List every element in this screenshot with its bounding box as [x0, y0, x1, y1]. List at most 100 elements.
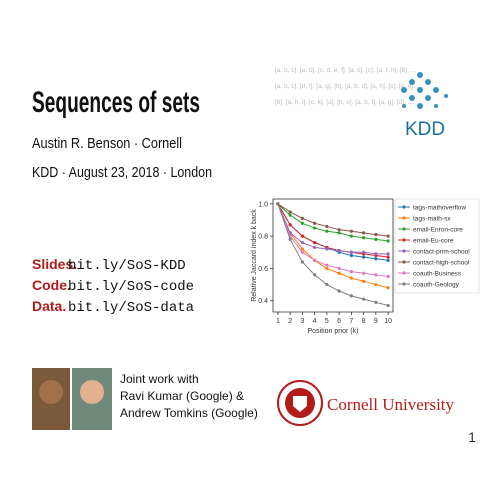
data-point — [349, 253, 353, 258]
data-point — [362, 250, 366, 254]
data-point — [288, 213, 292, 217]
data-point — [300, 260, 304, 264]
legend-marker — [402, 205, 406, 209]
data-point — [300, 250, 304, 254]
link-label: Slides. — [32, 256, 77, 272]
data-point — [362, 297, 366, 301]
background-sets: [a, b, c], [a, b], [c, d, e, f], [a, c],… — [275, 67, 416, 74]
data-point — [374, 300, 378, 304]
chart: 0.4 0.6 0.8 1.0 1 2 3 4 5 6 7 8 9 10 Position prior (k… — [251, 198, 480, 335]
series-line — [277, 203, 389, 242]
legend-marker — [402, 249, 406, 253]
legend-label: tags-math-sx — [413, 215, 451, 222]
x-tick-label: 8 — [362, 318, 366, 325]
y-tick-label: 1.0 — [258, 201, 268, 208]
data-point — [313, 273, 317, 277]
author: Austin R. Benson · Cornell — [32, 135, 182, 152]
data-point — [386, 274, 390, 279]
legend-marker — [402, 227, 406, 231]
links: Slides. bit.ly/SoS-KDD Code. bit.ly/SoS-… — [32, 256, 194, 316]
data-point — [349, 229, 353, 233]
photos — [32, 368, 112, 430]
y-axis-label: Relative Jaccard index k back — [251, 209, 258, 302]
legend-label: email-Enron-core — [413, 226, 463, 233]
legend-label: tags-mathoverflow — [413, 204, 466, 211]
data-point — [349, 250, 353, 254]
data-point — [276, 202, 280, 206]
data-point — [349, 294, 353, 298]
data-point — [362, 236, 366, 240]
link-label: Data. — [32, 298, 66, 314]
link-url[interactable]: bit.ly/SoS-KDD — [68, 258, 186, 274]
series-line — [277, 203, 389, 255]
data-point — [337, 228, 341, 232]
data-point — [288, 223, 292, 227]
legend-label: coauth-Business — [413, 270, 462, 277]
y-tick-label: 0.6 — [258, 266, 268, 273]
data-point — [325, 266, 329, 271]
data-point — [288, 237, 292, 241]
data-point — [362, 231, 366, 235]
legend-label: contact-high-school — [413, 259, 470, 266]
data-point — [349, 270, 353, 274]
data-point — [325, 224, 329, 229]
x-axis-label: Position prior (k) — [308, 328, 359, 335]
data-point — [325, 247, 329, 251]
data-point — [374, 252, 378, 256]
data-point — [300, 247, 304, 251]
data-point — [337, 289, 341, 293]
kdd-text: KDD — [405, 119, 445, 140]
data-point — [362, 255, 366, 259]
data-point — [313, 240, 317, 245]
legend-marker — [402, 271, 406, 275]
credit-line: Ravi Kumar (Google) & — [120, 389, 244, 403]
data-point — [349, 234, 353, 238]
data-point — [337, 266, 341, 271]
series-line — [277, 203, 389, 277]
data-point — [374, 257, 378, 261]
series-line — [277, 203, 389, 258]
credit-line: Andrew Tomkins (Google) — [120, 406, 258, 420]
data-point — [349, 276, 353, 280]
x-tick-label: 6 — [337, 318, 341, 325]
data-point — [386, 255, 390, 259]
link-url[interactable]: bit.ly/SoS-data — [68, 300, 194, 316]
university: Cornell University — [327, 395, 455, 414]
x-tick-label: 7 — [349, 318, 353, 325]
legend-marker — [402, 238, 406, 242]
y-tick-label: 0.4 — [258, 298, 268, 305]
data-point — [300, 221, 304, 225]
data-point — [386, 252, 390, 256]
data-point — [386, 303, 390, 308]
x-tick-label: 1 — [276, 318, 280, 325]
page-number: 1 — [468, 429, 476, 445]
legend-label: contact-prim-school — [413, 248, 470, 255]
x-tick-label: 10 — [384, 318, 392, 325]
data-point — [325, 229, 329, 233]
background-sets: [a, b, c], [d, f], [a, g], [b], [a, b, d… — [275, 83, 423, 90]
data-point — [325, 282, 329, 287]
data-point — [386, 234, 390, 238]
link-url[interactable]: bit.ly/SoS-code — [68, 279, 194, 295]
data-point — [337, 231, 341, 235]
data-point — [313, 221, 317, 225]
data-point — [288, 210, 292, 214]
credit-line: Joint work with — [120, 372, 199, 386]
kdd-logo: KDD — [401, 72, 448, 140]
data-point — [300, 216, 304, 220]
x-tick-label: 9 — [374, 318, 378, 325]
data-point — [300, 240, 304, 245]
link-label: Code. — [32, 277, 71, 293]
data-point — [374, 232, 378, 237]
data-point — [386, 286, 390, 290]
x-tick-label: 3 — [300, 318, 304, 325]
title: Sequences of sets — [32, 86, 200, 119]
data-point — [362, 279, 366, 283]
series-line — [277, 203, 389, 289]
cornell-seal — [277, 380, 323, 426]
series-line — [277, 203, 389, 307]
x-tick-label: 2 — [288, 318, 292, 325]
legend-label: email-Eu-core — [413, 237, 454, 244]
data-point — [374, 237, 378, 241]
